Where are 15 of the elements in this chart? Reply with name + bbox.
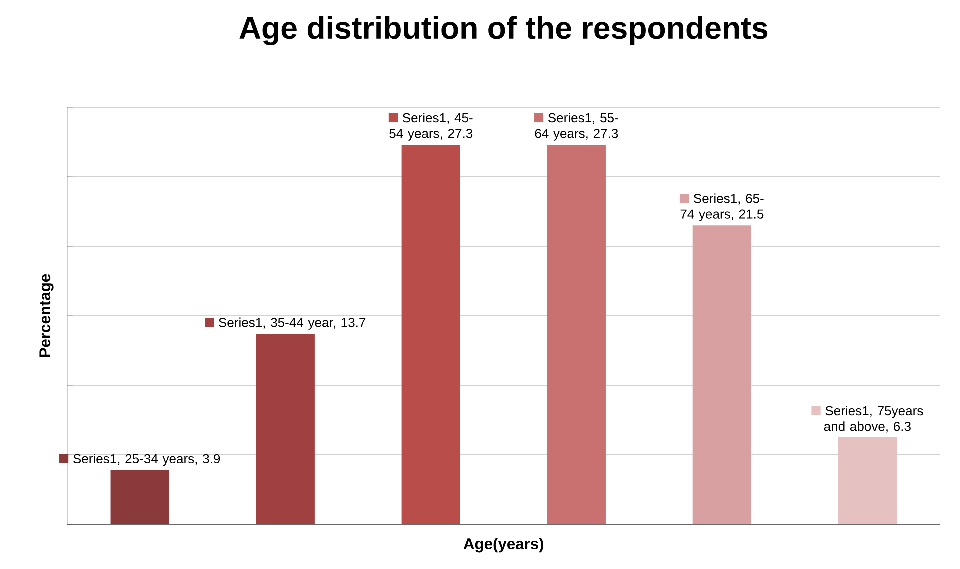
x-axis-title: Age(years) <box>464 538 544 553</box>
y-axis-title: Percentage <box>40 274 54 358</box>
bar <box>256 334 315 525</box>
bar <box>547 145 606 525</box>
bar <box>838 437 898 525</box>
bar <box>402 145 460 525</box>
data-label: Series1, 35-44 year, 13.7 <box>219 318 366 330</box>
data-label: Series1, 45-54 years, 27.3 <box>390 113 473 141</box>
data-label: Series1, 55-64 years, 27.3 <box>535 113 618 141</box>
bar <box>692 226 752 525</box>
chart-title: Age distribution of the respondents <box>240 16 768 46</box>
data-label: Series1, 25-34 years, 3.9 <box>74 454 220 466</box>
bar <box>110 470 170 525</box>
data-label: Series1, 75years and above, 6.3 <box>824 406 924 433</box>
data-label: Series1, 65-74 years, 21.5 <box>680 194 764 222</box>
